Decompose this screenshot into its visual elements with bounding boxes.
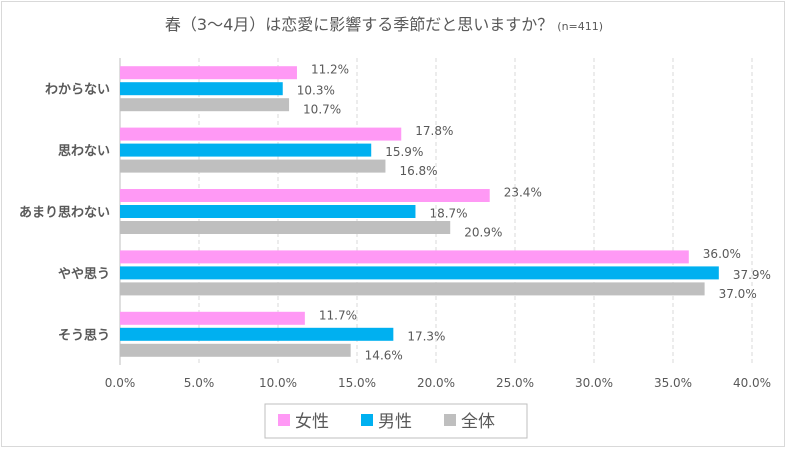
data-label: 11.2% [311, 63, 349, 77]
x-tick-label: 5.0% [184, 376, 215, 390]
legend-label: 全体 [461, 412, 495, 432]
data-label: 36.0% [703, 247, 741, 261]
bar-全体 [120, 221, 451, 234]
bar-全体 [120, 159, 386, 173]
bar-全体 [120, 282, 705, 296]
x-tick-label: 35.0% [654, 376, 692, 390]
data-label: 16.8% [399, 164, 437, 178]
data-label: 10.7% [303, 103, 341, 117]
x-tick-label: 40.0% [733, 376, 771, 390]
data-label: 17.3% [407, 329, 445, 343]
x-tick-label: 30.0% [575, 376, 613, 390]
bar-女性 [120, 189, 490, 202]
bar-全体 [120, 343, 351, 357]
bar-男性 [120, 143, 372, 157]
data-label: 14.6% [365, 348, 403, 362]
data-label: 37.0% [719, 287, 757, 301]
data-label: 18.7% [429, 207, 467, 221]
category-label: わからない [45, 83, 110, 98]
data-label: 15.9% [385, 145, 423, 159]
legend-swatch [278, 414, 290, 426]
bar-女性 [120, 250, 689, 264]
bar-女性 [120, 311, 305, 325]
bar-男性 [120, 82, 283, 96]
data-label: 10.3% [297, 84, 335, 98]
data-label: 20.9% [464, 226, 502, 240]
chart-title-text: 春（3～4月）は恋愛に影響する季節だと思いますか？ [165, 15, 553, 34]
bar-全体 [120, 98, 290, 112]
x-tick-label: 0.0% [105, 376, 136, 390]
category-label: あまり思わない [19, 206, 110, 221]
legend-box [264, 403, 528, 439]
data-label: 23.4% [504, 186, 542, 200]
chart-subtitle: (n=411) [557, 20, 603, 33]
bar-男性 [120, 205, 416, 218]
x-tick-label: 15.0% [338, 376, 376, 390]
category-label: やや思う [58, 267, 110, 282]
bar-女性 [120, 66, 297, 80]
x-tick-label: 20.0% [417, 376, 455, 390]
x-tick-label: 10.0% [259, 376, 297, 390]
data-label: 37.9% [733, 268, 771, 282]
legend-swatch [444, 414, 456, 426]
category-label: そう思う [58, 328, 110, 343]
data-label: 17.8% [415, 124, 453, 138]
data-label: 11.7% [319, 308, 357, 322]
x-tick-label: 25.0% [496, 376, 534, 390]
category-label: 思わない [58, 144, 110, 159]
bar-男性 [120, 327, 394, 341]
legend-swatch [361, 414, 373, 426]
legend-label: 女性 [295, 412, 329, 432]
bar-男性 [120, 266, 719, 280]
bar-女性 [120, 127, 402, 141]
legend-label: 男性 [378, 412, 412, 432]
chart-title: 春（3～4月）は恋愛に影響する季節だと思いますか？ (n=411) [165, 15, 603, 34]
